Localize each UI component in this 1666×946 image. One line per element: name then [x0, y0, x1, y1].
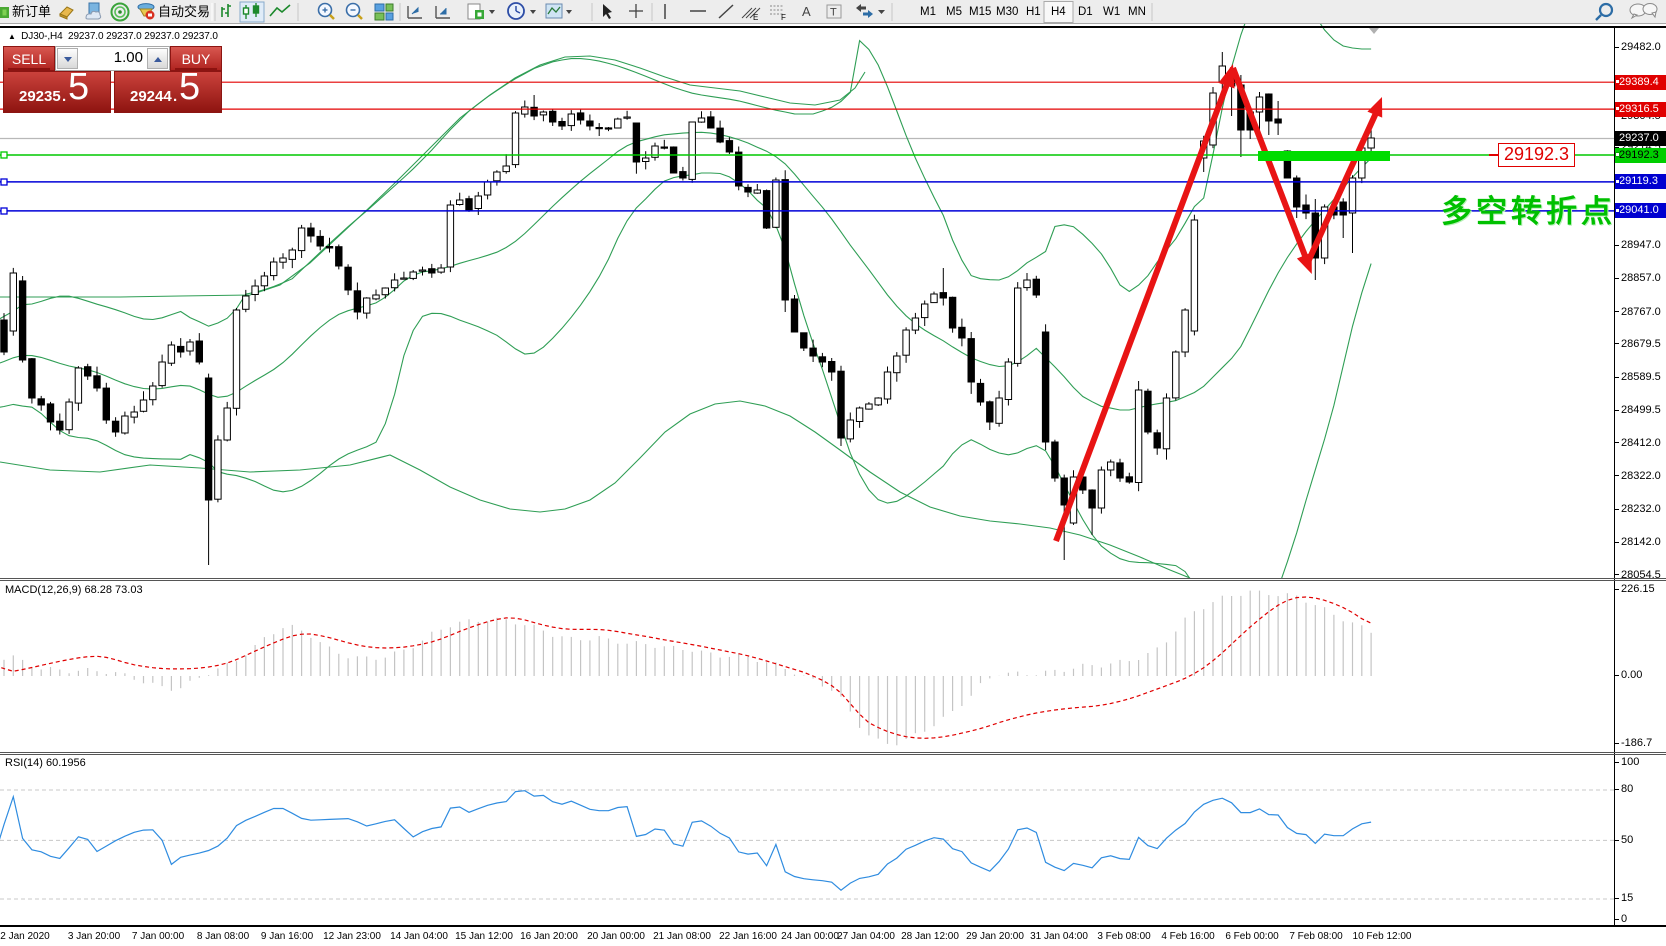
svg-text:A: A [802, 4, 811, 19]
svg-text:T: T [830, 7, 837, 19]
svg-text:E: E [753, 13, 758, 22]
svg-text:W1: W1 [1103, 6, 1120, 18]
svg-text:MN: MN [1128, 6, 1146, 18]
svg-text:D1: D1 [1078, 6, 1093, 18]
svg-text:H1: H1 [1026, 6, 1041, 18]
svg-text:H4: H4 [1051, 6, 1066, 18]
svg-text:F: F [781, 13, 786, 22]
svg-text:M15: M15 [969, 6, 991, 18]
svg-text:新订单: 新订单 [12, 4, 51, 19]
svg-text:M5: M5 [946, 6, 962, 18]
svg-text:M30: M30 [996, 6, 1018, 18]
svg-text:自动交易: 自动交易 [158, 4, 210, 19]
svg-text:M1: M1 [920, 6, 936, 18]
